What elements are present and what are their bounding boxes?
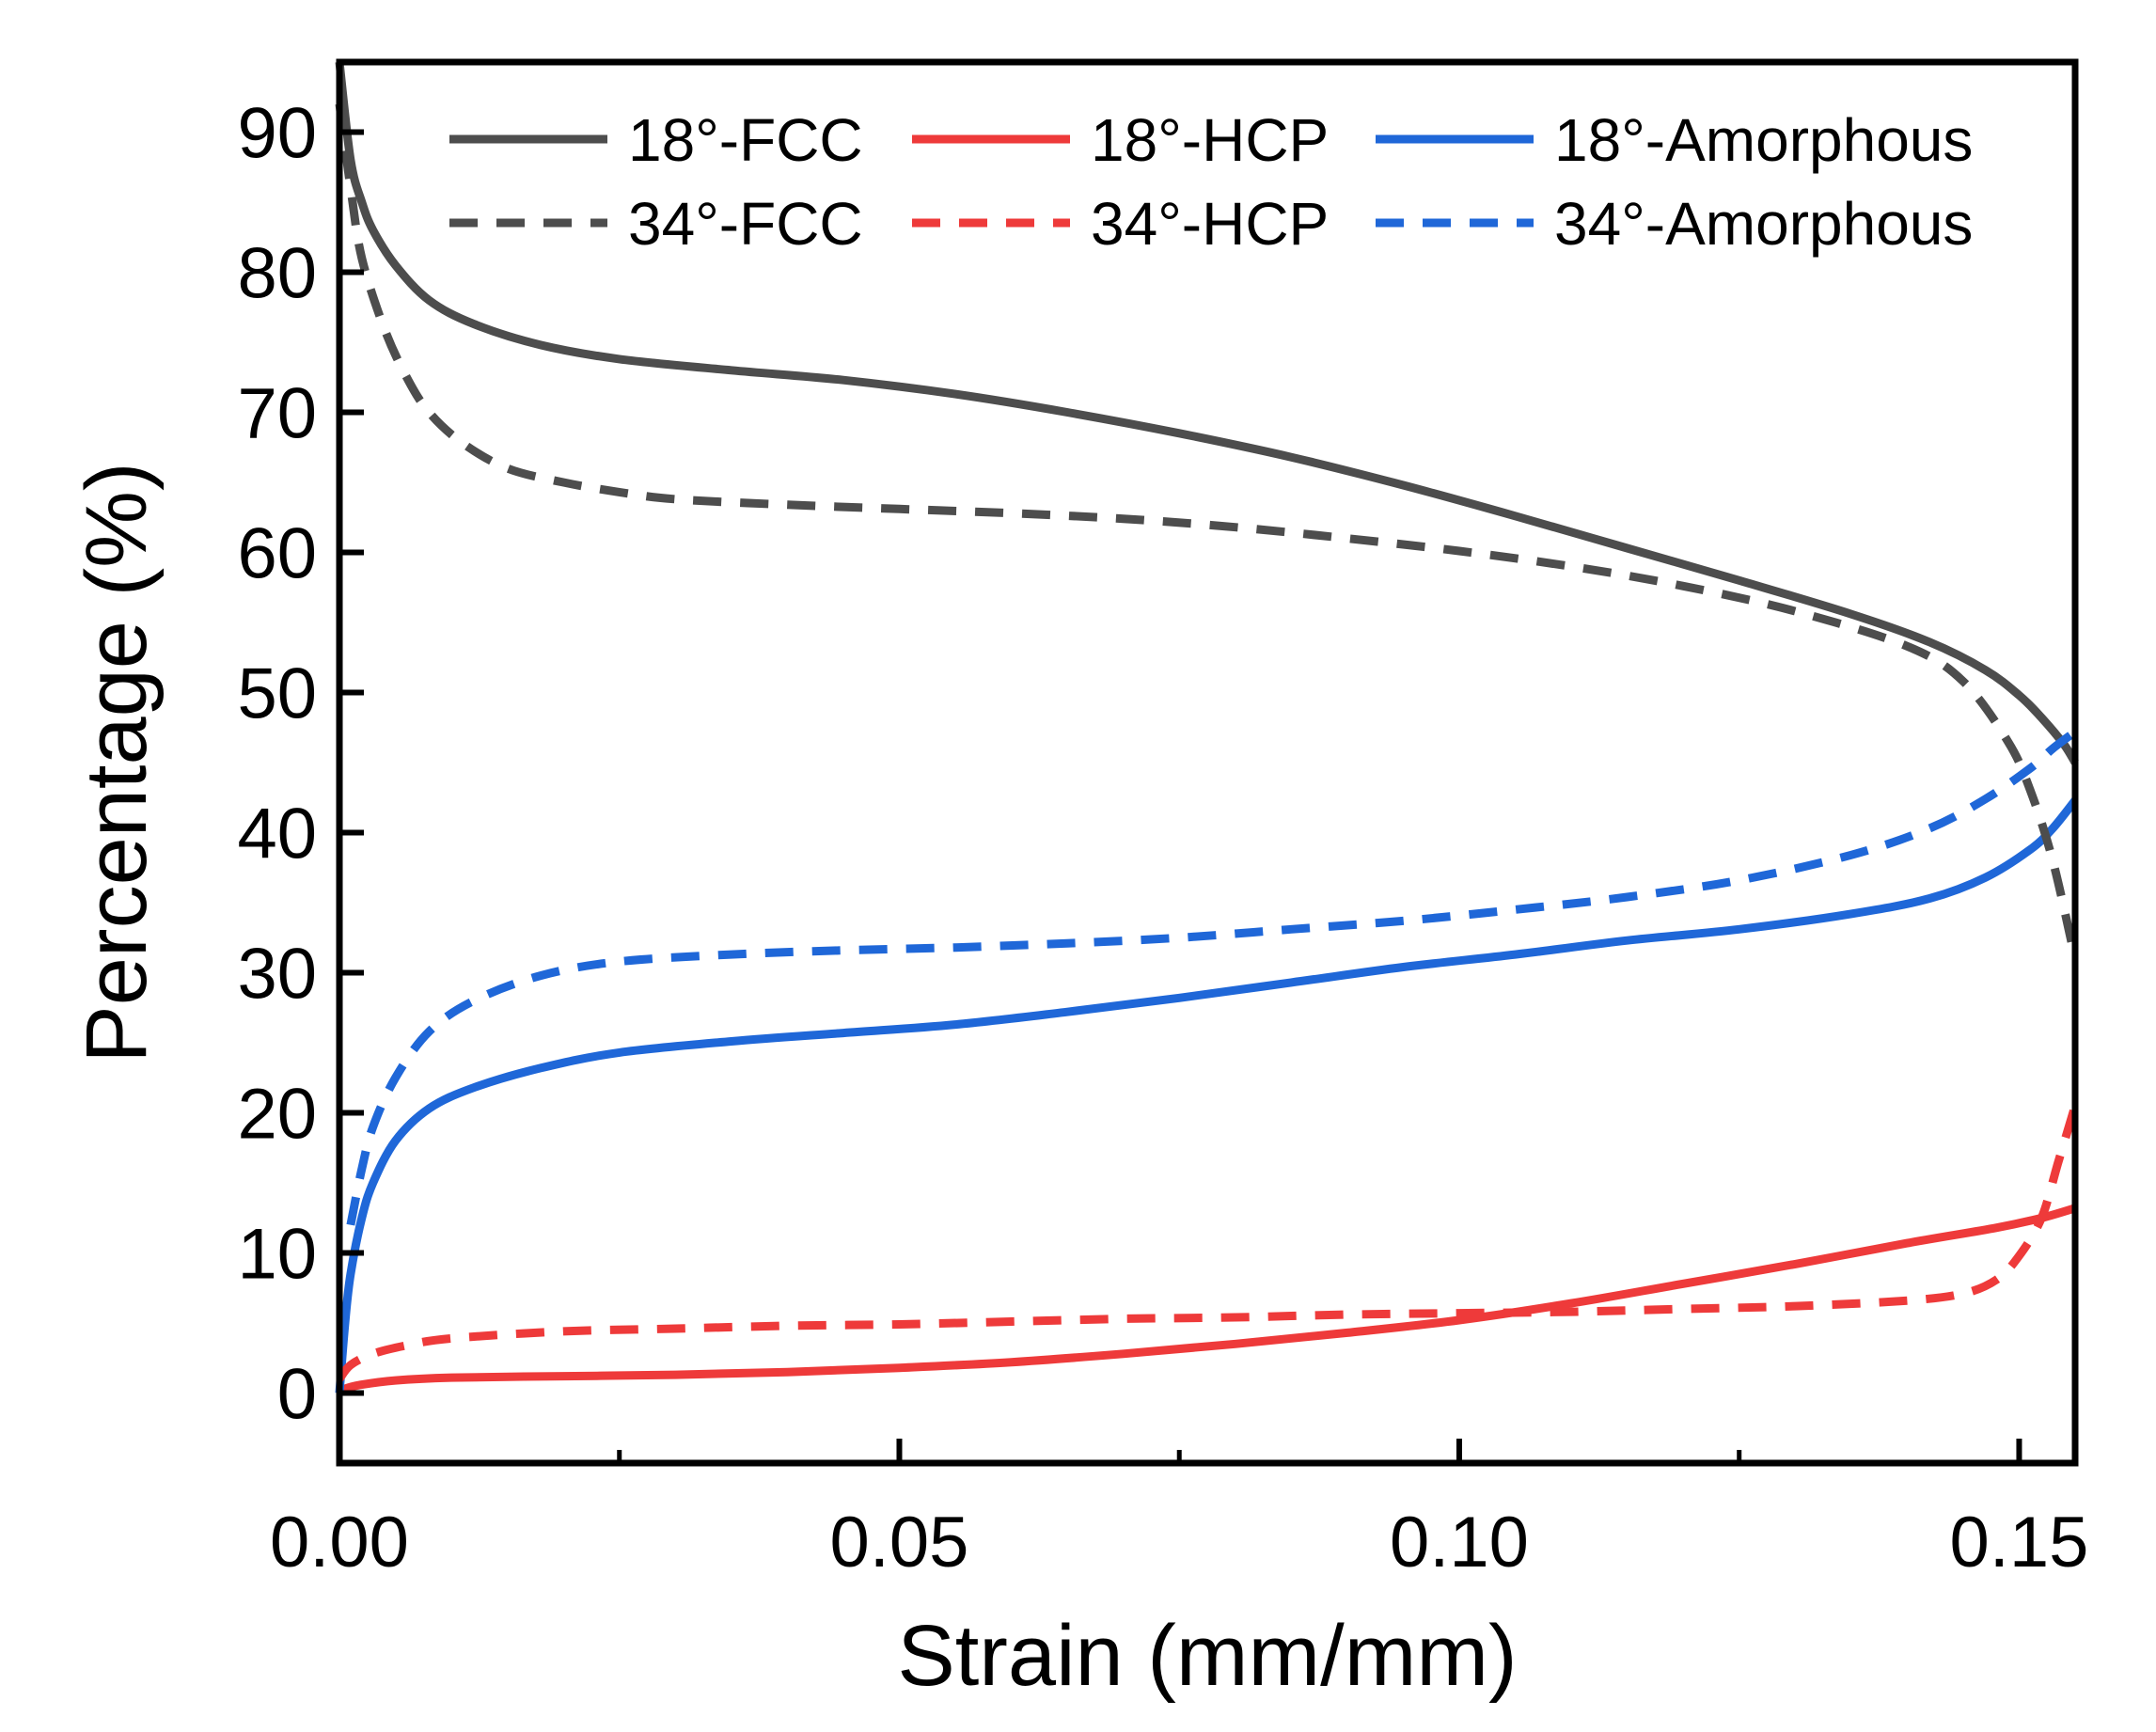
y-tick-label: 20 bbox=[237, 1075, 317, 1155]
legend-label-2: 18°-Amorphous bbox=[1554, 106, 1973, 174]
legend-label-1: 18°-HCP bbox=[1091, 106, 1329, 174]
y-tick-label: 60 bbox=[237, 514, 317, 594]
series-line-4 bbox=[336, 1104, 2080, 1382]
y-tick-label: 80 bbox=[237, 234, 317, 314]
legend: 18°-FCC 18°-HCP 18°-Amorphous 34°-FCC 34°-HC… bbox=[449, 106, 1973, 258]
legend-label-3: 34°-FCC bbox=[628, 190, 863, 258]
tick-labels: 0.00 0.05 0.10 0.15 0 10 20 30 40 50 60 70 80 90 bbox=[237, 94, 2088, 1583]
y-tick-label: 0 bbox=[277, 1355, 317, 1435]
y-tick-label: 70 bbox=[237, 374, 317, 454]
series-line-0 bbox=[335, 61, 2079, 765]
x-tick-label: 0.05 bbox=[830, 1503, 969, 1582]
y-tick-label: 30 bbox=[237, 935, 317, 1015]
x-axis-title: Strain (mm/mm) bbox=[897, 1608, 1517, 1704]
series-line-5 bbox=[346, 728, 2078, 1226]
plot-frame bbox=[336, 58, 2079, 1467]
y-axis-title: Percentage (%) bbox=[69, 462, 165, 1063]
y-tick-label: 10 bbox=[237, 1215, 317, 1295]
x-tick-label: 0.00 bbox=[270, 1503, 409, 1582]
y-tick-label: 50 bbox=[237, 654, 317, 734]
legend-label-5: 34°-Amorphous bbox=[1554, 190, 1973, 258]
series-line-2 bbox=[335, 797, 2079, 1393]
x-tick-label: 0.10 bbox=[1390, 1503, 1529, 1582]
axis-ticks bbox=[337, 129, 2022, 1463]
x-tick-label: 0.15 bbox=[1949, 1503, 2088, 1582]
y-tick-label: 40 bbox=[237, 795, 317, 874]
legend-label-0: 18°-FCC bbox=[628, 106, 863, 174]
series-line-1 bbox=[337, 1204, 2077, 1397]
plot-lines bbox=[335, 61, 2080, 1397]
legend-label-4: 34°-HCP bbox=[1091, 190, 1329, 258]
y-tick-label: 90 bbox=[237, 94, 317, 174]
